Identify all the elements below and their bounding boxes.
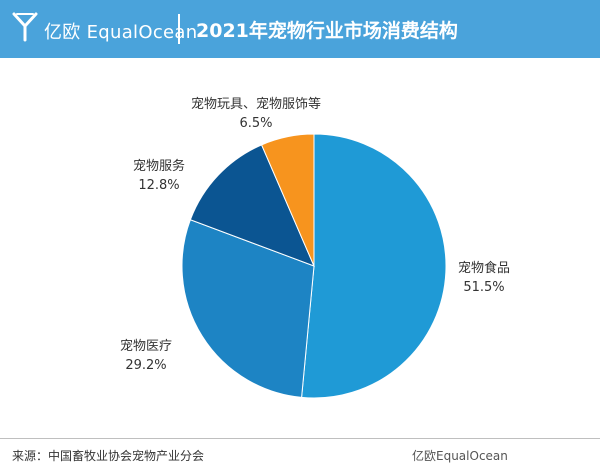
footer-divider <box>0 438 600 439</box>
label-value: 6.5% <box>239 115 273 131</box>
label-pet-services: 宠物服务 12.8% <box>133 158 185 196</box>
label-name: 宠物玩具、宠物服饰等 <box>191 97 322 112</box>
label-name: 宠物服务 <box>133 159 186 174</box>
header-divider <box>178 14 180 44</box>
source-note: 来源：中国畜牧业协会宠物产业分会 <box>12 449 205 463</box>
label-name: 宠物食品 <box>458 261 511 276</box>
slice-pet-food <box>301 133 447 399</box>
footer-brand: 亿欧EqualOcean <box>412 449 508 463</box>
label-value: 51.5% <box>463 279 505 295</box>
header-bar: 亿欧 EqualOcean 2021年宠物行业市场消费结构 <box>0 0 600 58</box>
label-pet-food: 宠物食品 51.5% <box>458 260 510 298</box>
chart-area: 宠物玩具、宠物服饰等 6.5% 宠物服务 12.8% 宠物食品 51.5% 宠物… <box>0 58 600 438</box>
chart-title: 2021年宠物行业市场消费结构 <box>196 20 458 42</box>
equalocean-logo-icon <box>12 12 38 42</box>
slice-pet-services <box>189 144 315 267</box>
label-name: 宠物医疗 <box>120 339 173 354</box>
label-value: 12.8% <box>138 177 180 193</box>
label-value: 29.2% <box>125 357 167 373</box>
slice-pet-toys-apparel <box>260 133 315 267</box>
pie-chart <box>181 133 447 399</box>
label-pet-toys-apparel: 宠物玩具、宠物服饰等 6.5% <box>191 96 321 134</box>
label-pet-medical: 宠物医疗 29.2% <box>120 338 172 376</box>
brand-name: 亿欧 EqualOcean <box>44 22 198 43</box>
slice-pet-medical <box>181 219 315 398</box>
